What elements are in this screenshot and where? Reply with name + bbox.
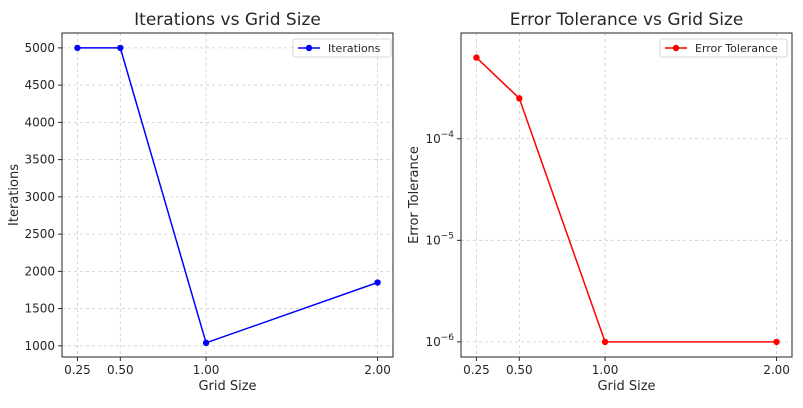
chart-title: Iterations vs Grid Size — [134, 10, 321, 30]
x-axis-label: Grid Size — [597, 379, 655, 394]
legend: Error Tolerance — [659, 38, 788, 58]
y-tick-label: 4000 — [24, 115, 55, 129]
y-tick-label: 4500 — [24, 78, 55, 92]
x-tick-label: 0.25 — [64, 363, 91, 377]
data-point — [773, 338, 780, 346]
iterations-chart: 0.25 0.50 1.00 2.00 1000 1500 2000 2500 3000 3500… — [7, 10, 394, 394]
data-point — [374, 279, 381, 286]
y-tick-label: 3500 — [24, 153, 55, 167]
series-layer — [473, 54, 780, 346]
y-tick-label: 10−6 — [425, 333, 454, 349]
y-tick-label: 10−5 — [425, 231, 454, 247]
legend-box — [292, 38, 392, 58]
x-tick-label: 0.25 — [463, 363, 490, 377]
legend-box — [659, 38, 788, 58]
legend-marker — [305, 44, 313, 52]
y-axis-label: Iterations — [7, 164, 22, 226]
x-tick-label: 2.00 — [364, 363, 391, 377]
y-tick-label: 2500 — [24, 227, 55, 241]
legend: Iterations — [292, 38, 392, 58]
x-tick-label: 0.50 — [506, 363, 533, 377]
x-tick-label: 1.00 — [592, 363, 619, 377]
series-line — [77, 47, 378, 344]
error-tolerance-chart: 0.25 0.50 1.00 2.00 10−6 10−5 10−4 Error Toler… — [407, 10, 793, 394]
data-point — [473, 54, 480, 61]
axis-ticks: 0.25 0.50 1.00 2.00 1000 1500 2000 2500 3000 3500… — [24, 41, 390, 377]
y-tick-label: 1500 — [24, 302, 55, 316]
y-tick-label: 1000 — [24, 339, 55, 353]
series-line — [475, 57, 777, 343]
legend-marker — [672, 44, 680, 52]
data-point — [74, 44, 81, 52]
y-tick-label: 2000 — [24, 264, 55, 278]
plot-frame — [61, 32, 394, 358]
series-layer — [74, 44, 381, 347]
axis-ticks: 0.25 0.50 1.00 2.00 10−6 10−5 10−4 — [425, 130, 789, 377]
x-tick-label: 1.00 — [193, 363, 220, 377]
chart-title: Error Tolerance vs Grid Size — [510, 10, 744, 30]
data-point — [202, 339, 210, 347]
data-point — [601, 338, 609, 346]
legend-label: Iterations — [328, 42, 381, 55]
legend-label: Error Tolerance — [695, 42, 778, 55]
grid — [461, 33, 792, 357]
data-point — [117, 44, 124, 52]
y-tick-label: 10−4 — [425, 130, 454, 146]
data-point — [516, 95, 523, 102]
x-tick-label: 0.50 — [107, 363, 134, 377]
y-tick-label: 5000 — [24, 41, 55, 55]
x-tick-label: 2.00 — [763, 363, 790, 377]
x-axis-label: Grid Size — [198, 379, 256, 394]
y-tick-label: 3000 — [24, 190, 55, 204]
plot-frame — [460, 32, 793, 358]
y-axis-label: Error Tolerance — [407, 146, 422, 244]
